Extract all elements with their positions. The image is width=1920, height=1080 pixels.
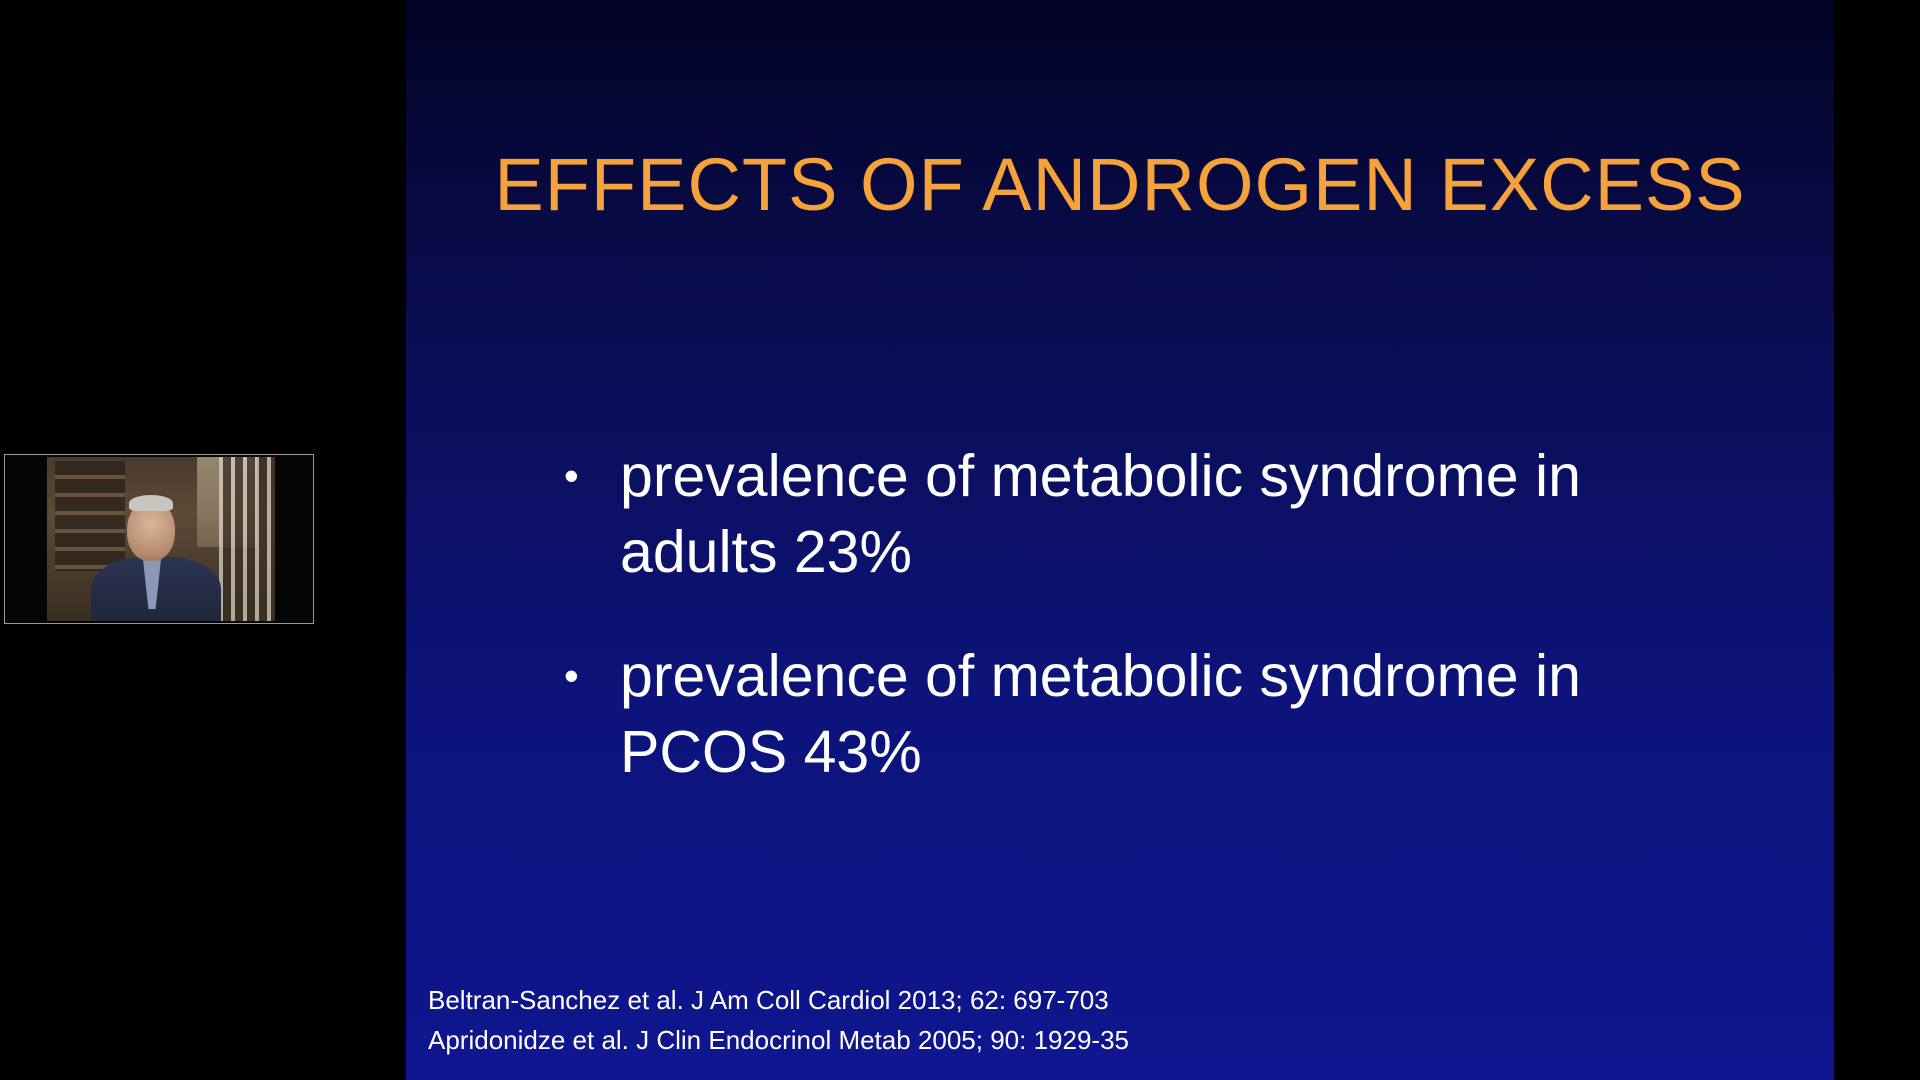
bullet-dot-icon: • bbox=[564, 652, 579, 699]
reference-item: Beltran-Sanchez et al. J Am Coll Cardiol… bbox=[428, 985, 1109, 1015]
bullet-item-adults: • prevalence of metabolic syndrome in ad… bbox=[562, 438, 1742, 590]
bullet-list: • prevalence of metabolic syndrome in ad… bbox=[562, 438, 1742, 838]
stair-railing-background bbox=[219, 457, 275, 621]
bullet-item-pcos: • prevalence of metabolic syndrome in PC… bbox=[562, 638, 1742, 790]
presenter-shirt bbox=[143, 559, 161, 609]
presenter-webcam-thumbnail[interactable] bbox=[4, 454, 314, 624]
bullet-dot-icon: • bbox=[564, 452, 579, 499]
slide-title: EFFECTS OF ANDROGEN EXCESS bbox=[494, 143, 1746, 226]
bullet-text-line: adults 23% bbox=[620, 519, 912, 585]
bullet-text-line: PCOS 43% bbox=[620, 719, 922, 785]
presenter-video-feed bbox=[47, 457, 275, 621]
bookshelf-background bbox=[55, 461, 125, 571]
presentation-slide: EFFECTS OF ANDROGEN EXCESS • prevalence … bbox=[406, 0, 1834, 1080]
reference-list: Beltran-Sanchez et al. J Am Coll Cardiol… bbox=[428, 980, 1129, 1060]
reference-item: Apridonidze et al. J Clin Endocrinol Met… bbox=[428, 1025, 1129, 1055]
presenter-hair bbox=[129, 495, 173, 511]
bullet-text-line: prevalence of metabolic syndrome in bbox=[620, 443, 1581, 509]
bullet-text-line: prevalence of metabolic syndrome in bbox=[620, 643, 1581, 709]
